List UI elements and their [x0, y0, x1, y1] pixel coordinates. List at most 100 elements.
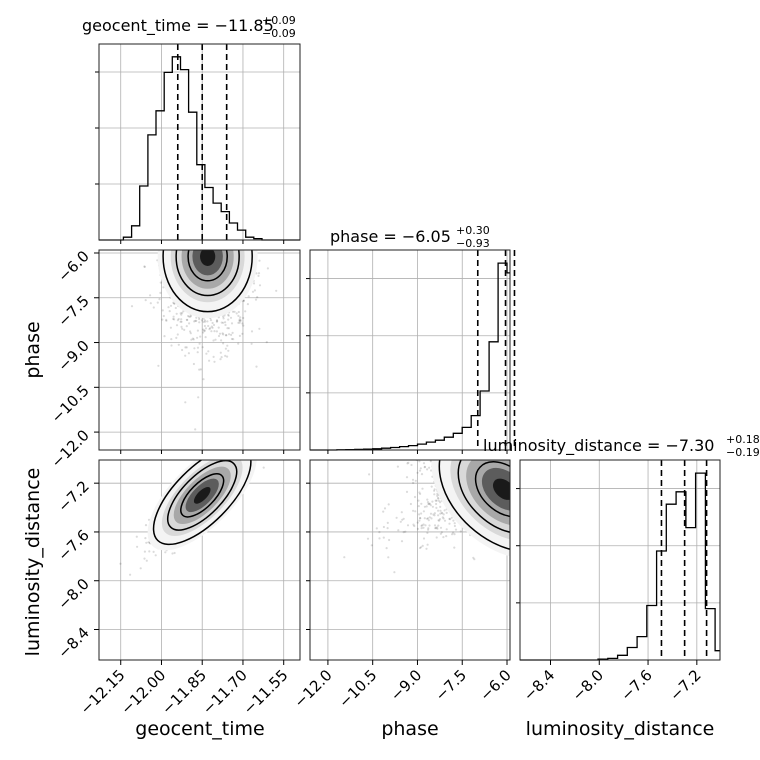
sample-point [457, 451, 459, 453]
sample-point [184, 354, 187, 357]
sample-point [433, 512, 436, 515]
sample-point [430, 517, 433, 520]
sample-point [439, 509, 442, 512]
sample-point [192, 338, 195, 341]
sample-point [433, 488, 436, 491]
sample-point [430, 469, 433, 472]
ytick-label-phase-4: −6.0 [54, 247, 92, 285]
sample-point [212, 339, 215, 342]
sample-point [215, 320, 218, 323]
sample-point [386, 423, 388, 425]
sample-point [405, 476, 409, 479]
sample-point [451, 533, 454, 536]
xtick-label-phase-1: −10.5 [335, 666, 380, 711]
sample-point [471, 456, 473, 458]
sample-point [245, 434, 247, 436]
sample-point [257, 274, 260, 277]
sample-point [402, 456, 404, 458]
sample-point [443, 519, 447, 522]
sample-point [204, 336, 207, 339]
sample-point [422, 537, 426, 540]
sample-point [387, 442, 389, 444]
sample-point [439, 526, 443, 529]
sample-point [448, 522, 451, 525]
ylabel-phase: phase [22, 321, 44, 378]
sample-point [419, 516, 422, 520]
sample-point [181, 327, 184, 330]
ytick-label-phase-3: −7.5 [54, 292, 92, 330]
sample-point [423, 517, 426, 520]
sample-point [497, 457, 499, 459]
sample-point [456, 454, 458, 456]
sample-point [419, 517, 422, 520]
sample-point [224, 347, 227, 350]
sample-point [436, 494, 439, 497]
sample-point [404, 530, 407, 533]
sample-point [219, 358, 222, 361]
sample-point [227, 318, 230, 321]
title-luminosity: luminosity_distance = −7.30 [483, 436, 714, 456]
sample-point [189, 315, 192, 318]
sample-point [237, 321, 240, 324]
sample-point [427, 527, 430, 530]
sample-point [232, 338, 235, 341]
frame-hist-geocent-time [98, 43, 301, 241]
sample-point [249, 443, 251, 445]
sample-point [211, 321, 214, 325]
sample-point [339, 398, 341, 400]
sample-point [421, 544, 424, 548]
sample-point [231, 454, 233, 456]
sample-point [378, 531, 381, 534]
sample-point [433, 489, 436, 492]
histogram-step-luminosity_distance [520, 472, 720, 661]
sample-point [203, 324, 206, 328]
sample-point [426, 531, 429, 535]
sample-point [437, 519, 440, 522]
sample-point [172, 315, 175, 318]
sample-point [436, 527, 439, 530]
sample-point [368, 473, 371, 476]
sample-point [403, 417, 405, 419]
sample-point [143, 557, 146, 560]
sample-point [255, 272, 258, 275]
sample-point [235, 312, 238, 315]
sample-point [230, 322, 234, 325]
xtick-label-geocent_time-3: −11.70 [199, 666, 251, 718]
contour-level-1 [175, 250, 240, 297]
title-phase: phase = −6.05 [330, 227, 451, 246]
sample-point [385, 547, 388, 550]
contour-level-2 [474, 461, 510, 518]
sample-point [208, 328, 211, 331]
sample-point [485, 424, 487, 426]
title-geocent-time-plus: +0.09 [262, 14, 296, 27]
sample-point [418, 437, 420, 439]
sample-point [439, 512, 442, 515]
sample-point [200, 319, 203, 322]
sample-point [194, 428, 197, 431]
sample-point [247, 443, 249, 445]
sample-point [426, 468, 429, 471]
sample-point [387, 503, 390, 506]
sample-point [413, 495, 417, 499]
sample-point [145, 559, 148, 562]
sample-point [478, 457, 480, 459]
sample-point [261, 447, 263, 449]
sample-point [222, 317, 225, 320]
title-geocent-time: geocent_time = −11.85 [82, 16, 274, 36]
sample-point [194, 319, 197, 322]
sample-point [425, 505, 428, 508]
histogram-step-phase [310, 262, 510, 451]
sample-point [203, 329, 206, 332]
sample-point [435, 499, 438, 502]
frame-2d-phase-luminosity [309, 459, 511, 661]
sample-point [169, 304, 173, 307]
sample-point [197, 396, 200, 399]
grid-hist-phase [306, 250, 510, 450]
sample-point [204, 320, 207, 323]
sample-point [486, 456, 488, 458]
sample-point [224, 321, 227, 324]
ytick-label-phase-1: −10.5 [48, 381, 93, 426]
sample-point [265, 341, 268, 344]
panel-hist-geocent-time: geocent_time = −11.85 +0.09 −0.09 [82, 14, 301, 241]
sample-point [426, 517, 430, 520]
